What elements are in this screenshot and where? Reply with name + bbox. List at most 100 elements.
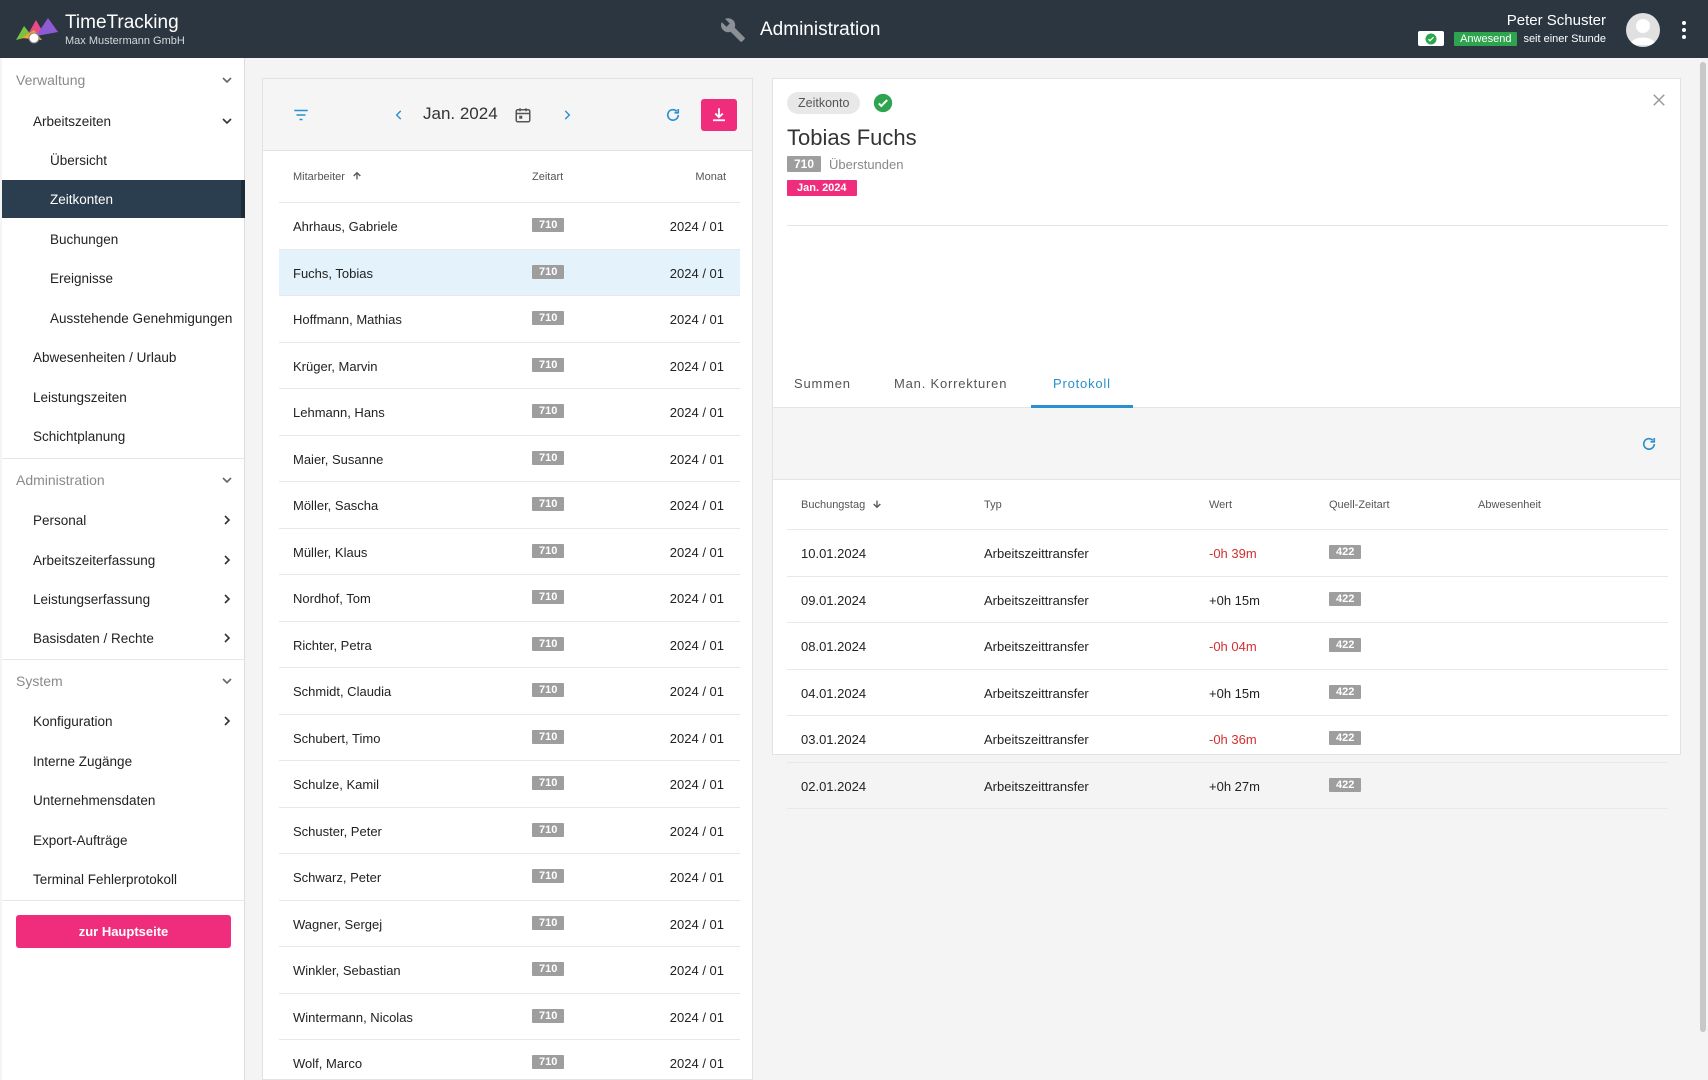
table-row[interactable]: Nordhof, Tom 710 2024 / 01 [279, 575, 740, 622]
sidebar-item-schichtplanung[interactable]: Schichtplanung [2, 417, 245, 455]
calendar-icon[interactable] [509, 101, 537, 129]
sidebar-item-uebersicht[interactable]: Übersicht [2, 141, 245, 179]
sidebar-section-verwaltung[interactable]: Verwaltung [2, 60, 245, 100]
sidebar-divider [2, 458, 245, 459]
more-menu-icon[interactable] [1680, 18, 1688, 42]
table-row[interactable]: Fuchs, Tobias 710 2024 / 01 [279, 249, 740, 296]
booking-value: -0h 04m [1209, 639, 1257, 654]
table-row[interactable]: Winkler, Sebastian 710 2024 / 01 [279, 947, 740, 994]
refresh-icon[interactable] [659, 101, 687, 129]
time-type-badge: 710 [532, 590, 565, 604]
avatar[interactable] [1626, 13, 1660, 47]
sidebar-item-abwesenheiten[interactable]: Abwesenheiten / Urlaub [2, 338, 245, 376]
table-row[interactable]: Schwarz, Peter 710 2024 / 01 [279, 854, 740, 901]
close-icon[interactable] [1650, 91, 1668, 109]
column-header-month[interactable]: Monat [695, 171, 726, 183]
column-header-source[interactable]: Quell-Zeitart [1329, 499, 1390, 511]
tab-korrekturen[interactable]: Man. Korrekturen [894, 376, 1008, 391]
table-row[interactable]: Wintermann, Nicolas 710 2024 / 01 [279, 994, 740, 1040]
table-row[interactable]: Schubert, Timo 710 2024 / 01 [279, 715, 740, 761]
table-row[interactable]: Hoffmann, Mathias 710 2024 / 01 [279, 296, 740, 343]
booking-date: 03.01.2024 [801, 732, 867, 747]
time-type-badge: 710 [787, 156, 822, 172]
list-toolbar: Jan. 2024 [263, 79, 752, 151]
sidebar-item-label: Schichtplanung [33, 428, 126, 444]
table-row[interactable]: Schulze, Kamil 710 2024 / 01 [279, 761, 740, 808]
chevron-left-icon[interactable] [385, 101, 413, 129]
filter-icon[interactable] [287, 101, 315, 129]
account-type-chip: Zeitkonto [787, 92, 861, 114]
sidebar-item-unternehmensdaten[interactable]: Unternehmensdaten [2, 781, 245, 819]
column-header-type[interactable]: Zeitart [532, 171, 564, 183]
column-header-absence[interactable]: Abwesenheit [1478, 499, 1541, 511]
table-row[interactable]: 10.01.2024 Arbeitszeittransfer -0h 39m 422 [787, 530, 1668, 577]
account-list-panel: Jan. 2024 Mitarbeiter Zeitart Monat Ahrh… [262, 78, 753, 1080]
tab-protokoll[interactable]: Protokoll [1053, 376, 1111, 391]
chevron-down-icon [222, 118, 232, 125]
time-type-badge: 710 [532, 450, 565, 465]
tab-summen[interactable]: Summen [794, 376, 851, 391]
month-value: 2024 / 01 [669, 265, 724, 281]
column-header-type[interactable]: Typ [984, 499, 1002, 511]
employee-name: Krüger, Marvin [293, 358, 378, 374]
presence-check-icon[interactable] [1418, 31, 1445, 46]
table-row[interactable]: Schmidt, Claudia 710 2024 / 01 [279, 668, 740, 715]
time-type-badge: 710 [532, 962, 565, 976]
booking-date: 08.01.2024 [801, 639, 867, 654]
download-button[interactable] [701, 99, 737, 131]
table-row[interactable]: Lehmann, Hans 710 2024 / 01 [279, 389, 740, 436]
table-row[interactable]: Müller, Klaus 710 2024 / 01 [279, 529, 740, 575]
column-header-value[interactable]: Wert [1209, 499, 1233, 511]
table-row[interactable]: 02.01.2024 Arbeitszeittransfer +0h 27m 422 [787, 763, 1668, 809]
table-row[interactable]: Möller, Sascha 710 2024 / 01 [279, 482, 740, 529]
month-value: 2024 / 01 [669, 963, 724, 978]
column-header-date[interactable]: Buchungstag [801, 499, 882, 511]
sidebar-item-arbeitszeiterfassung[interactable]: Arbeitszeiterfassung [2, 541, 245, 579]
sidebar-item-ausstehende-genehmigungen[interactable]: Ausstehende Genehmigungen [2, 299, 245, 337]
table-row[interactable]: 04.01.2024 Arbeitszeittransfer +0h 15m 422 [787, 670, 1668, 716]
table-row[interactable]: Schuster, Peter 710 2024 / 01 [279, 808, 740, 854]
sidebar-item-arbeitszeiten[interactable]: Arbeitszeiten [2, 102, 245, 140]
sidebar-item-interne-zugaenge[interactable]: Interne Zugänge [2, 742, 245, 780]
table-row[interactable]: Wolf, Marco 710 2024 / 01 [279, 1040, 740, 1080]
time-type-label: Überstunden [829, 156, 904, 172]
table-row[interactable]: Richter, Petra 710 2024 / 01 [279, 622, 740, 668]
sidebar-item-basisdaten[interactable]: Basisdaten / Rechte [2, 619, 245, 657]
sidebar-section-system[interactable]: System [2, 661, 245, 701]
table-row[interactable]: 09.01.2024 Arbeitszeittransfer +0h 15m 422 [787, 577, 1668, 623]
table-row[interactable]: Ahrhaus, Gabriele 710 2024 / 01 [279, 203, 740, 250]
sidebar-item-leistungszeiten[interactable]: Leistungszeiten [2, 378, 245, 416]
sidebar-item-terminal-fehlerprotokoll[interactable]: Terminal Fehlerprotokoll [2, 860, 245, 898]
time-type-badge: 710 [532, 1055, 565, 1069]
home-button[interactable]: zur Hauptseite [16, 915, 231, 948]
sidebar-item-personal[interactable]: Personal [2, 501, 245, 539]
sidebar-item-ereignisse[interactable]: Ereignisse [2, 259, 245, 297]
booking-type: Arbeitszeittransfer [984, 685, 1089, 701]
sidebar-divider [2, 659, 245, 660]
refresh-icon[interactable] [1635, 430, 1663, 458]
sidebar-item-zeitkonten[interactable]: Zeitkonten [2, 180, 245, 218]
month-value: 2024 / 01 [669, 451, 724, 467]
sidebar-item-konfiguration[interactable]: Konfiguration [2, 702, 245, 740]
time-type-badge: 710 [532, 636, 565, 651]
time-type-badge: 710 [532, 822, 565, 837]
sidebar-section-administration[interactable]: Administration [2, 460, 245, 500]
month-label[interactable]: Jan. 2024 [423, 104, 498, 123]
sidebar-item-export-auftraege[interactable]: Export-Aufträge [2, 821, 245, 859]
sidebar-item-leistungserfassung[interactable]: Leistungserfassung [2, 580, 245, 618]
table-row[interactable]: Maier, Susanne 710 2024 / 01 [279, 436, 740, 482]
table-row[interactable]: 03.01.2024 Arbeitszeittransfer -0h 36m 422 [787, 716, 1668, 763]
table-row[interactable]: 08.01.2024 Arbeitszeittransfer -0h 04m 422 [787, 623, 1668, 670]
employee-name: Müller, Klaus [293, 544, 368, 560]
column-header-employee[interactable]: Mitarbeiter [293, 171, 362, 183]
month-value: 2024 / 01 [669, 777, 724, 792]
sidebar-item-buchungen[interactable]: Buchungen [2, 220, 245, 258]
page-scrollbar-thumb[interactable] [1700, 62, 1706, 1032]
sidebar-item-label: Interne Zugänge [33, 753, 133, 769]
month-value: 2024 / 01 [669, 312, 724, 327]
sort-up-icon [353, 171, 361, 180]
table-row[interactable]: Wagner, Sergej 710 2024 / 01 [279, 901, 740, 947]
chevron-right-icon[interactable] [553, 101, 581, 129]
app-logo-icon[interactable] [14, 14, 60, 46]
table-row[interactable]: Krüger, Marvin 710 2024 / 01 [279, 343, 740, 389]
